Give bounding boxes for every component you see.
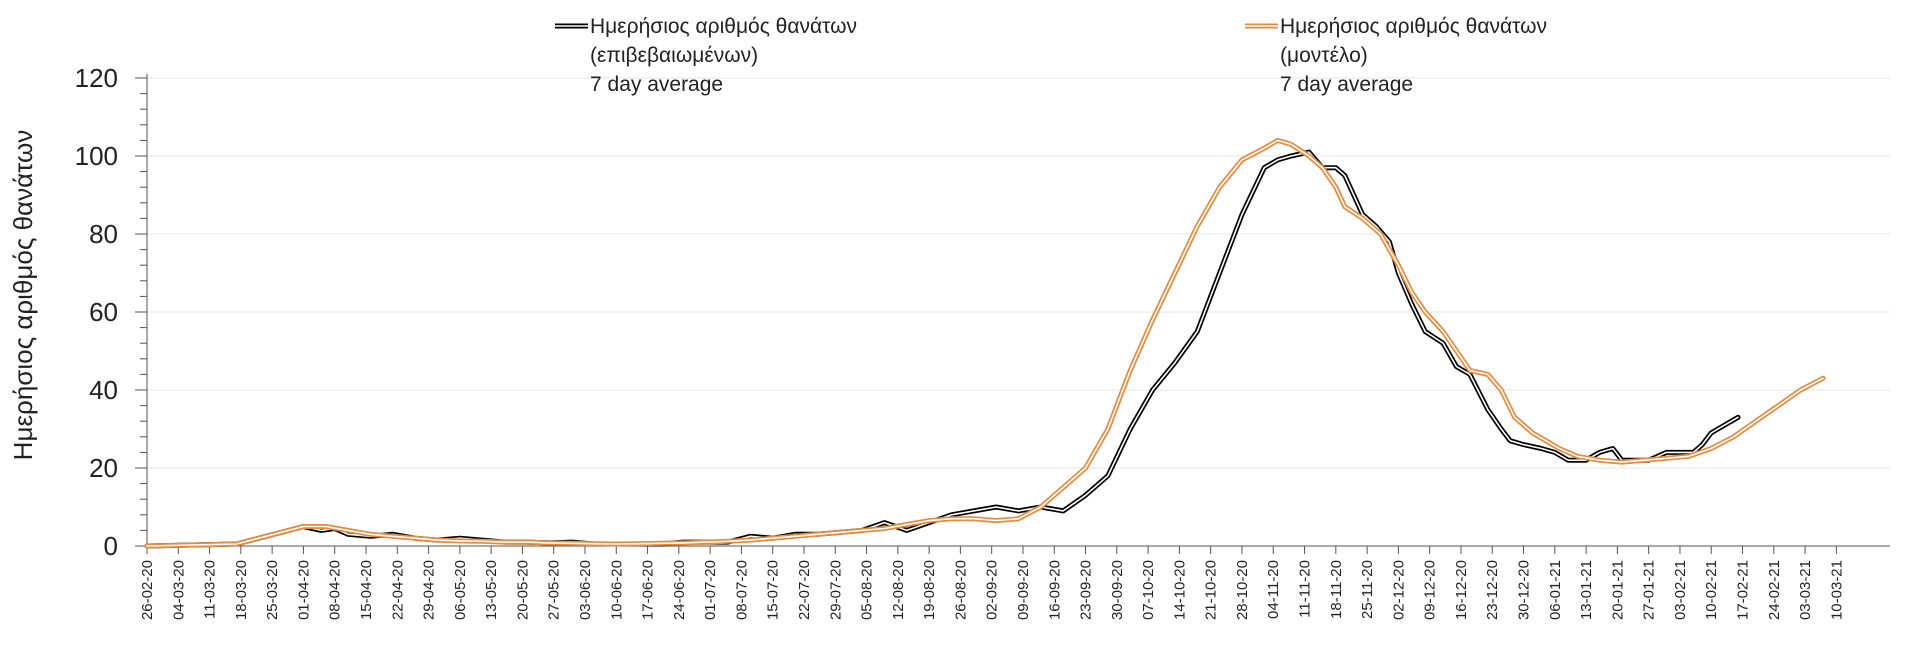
x-tick-label: 01-04-20 bbox=[295, 560, 312, 620]
x-tick-label: 22-04-20 bbox=[389, 560, 406, 620]
x-tick-label: 10-03-21 bbox=[1828, 560, 1845, 620]
x-tick-label: 23-09-20 bbox=[1078, 560, 1095, 620]
x-tick-label: 28-10-20 bbox=[1234, 560, 1251, 620]
x-tick-label: 17-02-21 bbox=[1735, 560, 1752, 620]
x-tick-label: 19-08-20 bbox=[921, 560, 938, 620]
y-tick-label: 80 bbox=[89, 219, 118, 249]
x-tick-label: 21-10-20 bbox=[1203, 560, 1220, 620]
x-tick-label: 27-05-20 bbox=[546, 560, 563, 620]
x-tick-label: 09-12-20 bbox=[1422, 560, 1439, 620]
legend-label: 7 day average bbox=[1280, 73, 1413, 96]
x-tick-label: 14-10-20 bbox=[1171, 560, 1188, 620]
x-tick-label: 15-07-20 bbox=[765, 560, 782, 620]
x-tick-label: 17-06-20 bbox=[640, 560, 657, 620]
series-line-outline-1 bbox=[144, 137, 1826, 549]
x-tick-label: 27-01-21 bbox=[1641, 560, 1658, 620]
legend-label: (επιβεβαιωμένων) bbox=[590, 44, 758, 67]
x-tick-label: 16-09-20 bbox=[1046, 560, 1063, 620]
y-tick-label: 60 bbox=[89, 297, 118, 327]
x-tick-label: 25-11-20 bbox=[1359, 560, 1376, 619]
x-tick-label: 20-05-20 bbox=[514, 560, 531, 620]
x-tick-label: 02-12-20 bbox=[1390, 560, 1407, 620]
x-tick-label: 08-07-20 bbox=[733, 560, 750, 620]
axes bbox=[135, 74, 1890, 554]
x-tick-label: 16-12-20 bbox=[1453, 560, 1470, 620]
x-tick-label: 23-12-20 bbox=[1484, 560, 1501, 620]
y-tick-label: 0 bbox=[104, 531, 118, 561]
x-tick-label: 24-02-21 bbox=[1766, 560, 1783, 620]
series-line-0 bbox=[146, 151, 1739, 547]
series-line-1 bbox=[146, 139, 1824, 547]
x-tick-label: 13-01-21 bbox=[1578, 560, 1595, 620]
x-tick-label: 12-08-20 bbox=[890, 560, 907, 620]
x-tick-label: 11-11-20 bbox=[1297, 560, 1314, 618]
legend-label: Ημερήσιος αριθμός θανάτων bbox=[1280, 15, 1547, 38]
x-tick-label: 18-11-20 bbox=[1328, 560, 1345, 619]
x-tick-labels: 26-02-20 04-03-20 11-03-20 18-03-20 25-03-20… bbox=[139, 560, 1845, 620]
x-tick-label: 03-06-20 bbox=[577, 560, 594, 620]
x-tick-label: 24-06-20 bbox=[671, 560, 688, 620]
x-tick-label: 30-09-20 bbox=[1109, 560, 1126, 620]
y-tick-label: 100 bbox=[75, 141, 118, 171]
x-tick-label: 29-04-20 bbox=[421, 560, 438, 620]
y-tick-labels: 0 20 40 60 80 100 120 bbox=[75, 63, 118, 561]
x-tick-label: 04-03-20 bbox=[170, 560, 187, 620]
x-tick-label: 02-09-20 bbox=[984, 560, 1001, 620]
x-tick-label: 25-03-20 bbox=[264, 560, 281, 620]
legend-label: Ημερήσιος αριθμός θανάτων bbox=[590, 15, 857, 38]
x-tick-label: 13-05-20 bbox=[483, 560, 500, 620]
y-tick-label: 120 bbox=[75, 63, 118, 93]
x-tick-label: 03-03-21 bbox=[1797, 560, 1814, 620]
x-tick-label: 10-06-20 bbox=[608, 560, 625, 620]
legend-label: (μοντέλο) bbox=[1280, 44, 1368, 67]
x-tick-label: 26-02-20 bbox=[139, 560, 156, 620]
legend-label: 7 day average bbox=[590, 73, 723, 96]
x-tick-label: 26-08-20 bbox=[952, 560, 969, 620]
x-tick-label: 09-09-20 bbox=[1015, 560, 1032, 620]
y-tick-label: 40 bbox=[89, 375, 118, 405]
legend: Ημερήσιος αριθμός θανάτων (επιβεβαιωμένων… bbox=[555, 15, 1547, 96]
x-tick-label: 05-08-20 bbox=[859, 560, 876, 620]
x-tick-label: 29-07-20 bbox=[827, 560, 844, 620]
x-tick-label: 06-01-21 bbox=[1547, 560, 1564, 620]
y-tick-label: 20 bbox=[89, 453, 118, 483]
x-tick-label: 30-12-20 bbox=[1516, 560, 1533, 620]
x-tick-label: 15-04-20 bbox=[358, 560, 375, 620]
x-tick-label: 11-03-20 bbox=[202, 560, 219, 619]
x-tick-label: 08-04-20 bbox=[327, 560, 344, 620]
x-tick-label: 18-03-20 bbox=[233, 560, 250, 620]
x-tick-label: 07-10-20 bbox=[1140, 560, 1157, 620]
x-tick-label: 20-01-21 bbox=[1609, 560, 1626, 620]
x-tick-label: 10-02-21 bbox=[1703, 560, 1720, 620]
x-tick-label: 01-07-20 bbox=[702, 560, 719, 620]
gridlines bbox=[147, 77, 1890, 469]
y-axis-label: Ημερήσιος αριθμός θανάτων bbox=[8, 130, 38, 461]
x-tick-label: 22-07-20 bbox=[796, 560, 813, 620]
x-tick-label: 06-05-20 bbox=[452, 560, 469, 620]
x-tick-label: 04-11-20 bbox=[1265, 560, 1282, 619]
x-tick-label: 03-02-21 bbox=[1672, 560, 1689, 620]
series-line-outline-0 bbox=[144, 149, 1741, 549]
series-lines bbox=[144, 137, 1826, 549]
